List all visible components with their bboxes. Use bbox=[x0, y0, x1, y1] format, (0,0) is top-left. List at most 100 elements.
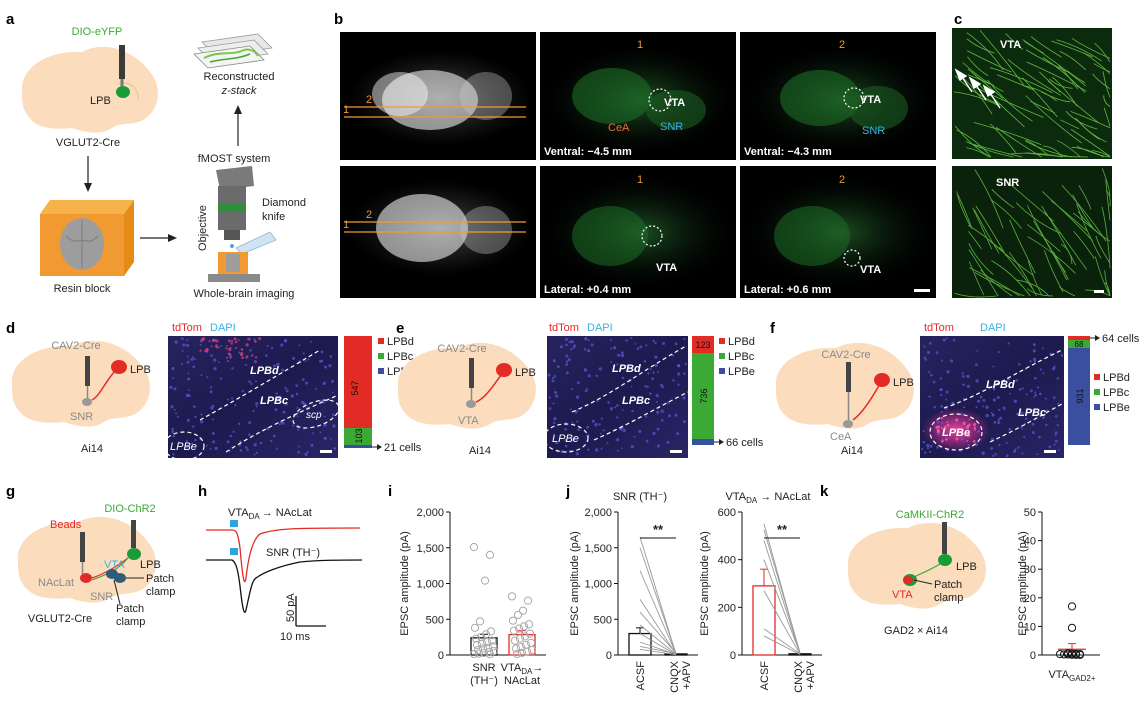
cell-dot bbox=[620, 353, 625, 358]
cell-dot bbox=[622, 428, 626, 433]
fiber bbox=[961, 76, 993, 115]
data-point bbox=[470, 623, 480, 632]
fiber bbox=[1052, 76, 1078, 107]
stack-count-lpbc: 736 bbox=[699, 388, 709, 403]
fiber bbox=[1071, 147, 1104, 158]
cell-dot bbox=[320, 359, 324, 362]
cell-dot bbox=[234, 404, 237, 407]
fiber bbox=[1026, 205, 1066, 273]
cell-dot bbox=[553, 417, 557, 421]
cell-dot bbox=[185, 440, 188, 443]
cell-dot bbox=[946, 337, 948, 340]
cell-dot bbox=[192, 365, 196, 368]
cell-dot bbox=[1030, 389, 1033, 393]
cell-dot bbox=[297, 445, 300, 448]
virus-label: DIO-eYFP bbox=[72, 26, 123, 38]
cell-dot bbox=[185, 343, 190, 348]
cell-dot bbox=[1057, 449, 1060, 452]
cell-dot bbox=[252, 409, 255, 412]
data-point bbox=[480, 576, 490, 585]
cell-dot bbox=[966, 439, 969, 442]
stack-segment-lpbe bbox=[692, 439, 714, 445]
cell-dot bbox=[199, 349, 202, 352]
cell-dot bbox=[973, 428, 977, 431]
cell-dot bbox=[173, 387, 177, 391]
data-point bbox=[507, 592, 517, 601]
lpbd-label: LPBd bbox=[250, 365, 279, 377]
fiber bbox=[968, 249, 999, 297]
data-point bbox=[524, 620, 534, 629]
cell-dot bbox=[923, 345, 926, 348]
cell-dot bbox=[209, 448, 212, 451]
cell-dot bbox=[966, 384, 970, 389]
cell-dot bbox=[210, 354, 213, 357]
cell-dot bbox=[652, 431, 656, 435]
fiber bbox=[1092, 150, 1111, 158]
cell-dot bbox=[553, 375, 557, 378]
cell-dot bbox=[305, 381, 309, 385]
mouse-line-label: GAD2 × Ai14 bbox=[884, 625, 948, 637]
cell-dot bbox=[284, 386, 287, 390]
fiber bbox=[1093, 63, 1111, 73]
arrow-up-icon bbox=[234, 105, 242, 114]
y-tick-label: 2,000 bbox=[416, 507, 444, 519]
fiber bbox=[1104, 282, 1111, 297]
chart-i: 0 500 1,000 1,500 2,000 EPSC amplitude (pA) SN… bbox=[399, 507, 546, 687]
cell-dot bbox=[1054, 434, 1057, 437]
cell-dot bbox=[220, 344, 223, 347]
cell-dot bbox=[215, 339, 219, 343]
fiber bbox=[974, 272, 1025, 297]
panel-letter-i: i bbox=[388, 483, 392, 500]
cell-dot bbox=[172, 377, 175, 380]
cell-dot bbox=[1054, 431, 1058, 435]
cell-dot bbox=[674, 342, 678, 346]
panel-letter-g: g bbox=[6, 483, 15, 500]
cell-dot bbox=[644, 385, 647, 388]
cell-dot bbox=[963, 406, 966, 409]
fiber bbox=[1042, 145, 1062, 157]
cell-dot bbox=[255, 405, 258, 408]
cell-dot bbox=[555, 394, 559, 398]
y-axis-label: EPSC amplitude (pA) bbox=[399, 531, 411, 636]
cell-dot bbox=[960, 412, 963, 416]
cell-dot bbox=[226, 440, 230, 444]
cell-dot bbox=[548, 407, 552, 411]
cell-dot bbox=[253, 340, 257, 343]
brain-silhouette bbox=[775, 342, 914, 429]
syringe-icon bbox=[942, 522, 947, 554]
cell-dot bbox=[570, 388, 573, 391]
line-label-1: 1 bbox=[343, 104, 349, 116]
target-label: VTA bbox=[458, 415, 479, 427]
y-axis-label: EPSC amplitude (pA) bbox=[699, 531, 711, 636]
section-number: 2 bbox=[839, 39, 845, 51]
cell-dot bbox=[945, 398, 948, 401]
cell-dot bbox=[1032, 349, 1036, 353]
fiber bbox=[991, 189, 1015, 209]
cell-dot bbox=[972, 439, 976, 443]
cell-dot bbox=[307, 358, 310, 361]
recon-label-2: z-stack bbox=[221, 85, 257, 97]
pair-line bbox=[763, 635, 801, 655]
cell-dot bbox=[247, 433, 251, 437]
cell-dot bbox=[181, 349, 184, 352]
cell-dot bbox=[941, 359, 944, 362]
fiber bbox=[967, 68, 1004, 99]
cell-dot bbox=[205, 349, 209, 353]
cell-dot bbox=[1042, 416, 1045, 419]
fiber bbox=[1025, 95, 1083, 144]
cell-dot bbox=[993, 421, 997, 424]
fiber bbox=[956, 191, 971, 227]
cell-dot bbox=[616, 416, 619, 419]
cea-label: CeA bbox=[608, 122, 630, 134]
x-tick-label: ACSF bbox=[759, 661, 771, 691]
vta-label: VTA bbox=[664, 97, 685, 109]
fiber bbox=[1050, 200, 1087, 232]
cell-dot bbox=[612, 346, 617, 350]
vta-label: VTA bbox=[104, 559, 125, 571]
snr-label: SNR bbox=[862, 125, 885, 137]
cell-dot bbox=[922, 429, 925, 433]
y-tick-label: 400 bbox=[718, 555, 736, 567]
clamp-label: clamp bbox=[146, 586, 175, 598]
cell-dot bbox=[331, 379, 334, 383]
